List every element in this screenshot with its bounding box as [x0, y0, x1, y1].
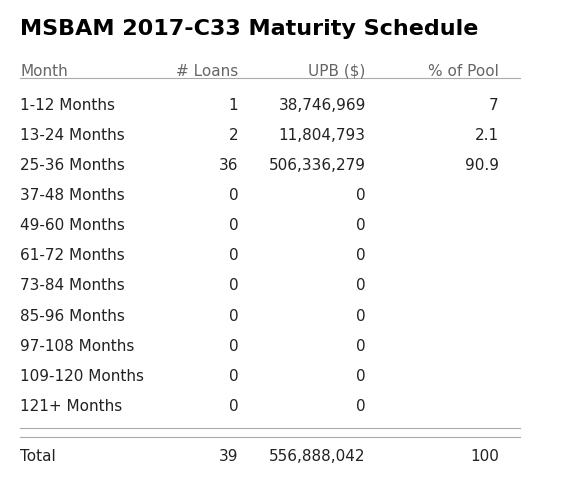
Text: 7: 7: [489, 97, 499, 112]
Text: 1-12 Months: 1-12 Months: [20, 97, 115, 112]
Text: 73-84 Months: 73-84 Months: [20, 279, 125, 294]
Text: 0: 0: [229, 339, 238, 354]
Text: 0: 0: [356, 248, 366, 263]
Text: 0: 0: [229, 218, 238, 233]
Text: 2.1: 2.1: [475, 128, 499, 143]
Text: 25-36 Months: 25-36 Months: [20, 158, 125, 173]
Text: 556,888,042: 556,888,042: [269, 450, 366, 464]
Text: MSBAM 2017-C33 Maturity Schedule: MSBAM 2017-C33 Maturity Schedule: [20, 19, 478, 38]
Text: 13-24 Months: 13-24 Months: [20, 128, 125, 143]
Text: 121+ Months: 121+ Months: [20, 399, 123, 414]
Text: UPB ($): UPB ($): [308, 64, 366, 79]
Text: 36: 36: [219, 158, 238, 173]
Text: % of Pool: % of Pool: [428, 64, 499, 79]
Text: 0: 0: [356, 188, 366, 203]
Text: 0: 0: [229, 399, 238, 414]
Text: 0: 0: [229, 309, 238, 323]
Text: Month: Month: [20, 64, 68, 79]
Text: 1: 1: [229, 97, 238, 112]
Text: 506,336,279: 506,336,279: [269, 158, 366, 173]
Text: 0: 0: [356, 218, 366, 233]
Text: 0: 0: [356, 399, 366, 414]
Text: 0: 0: [356, 369, 366, 384]
Text: 0: 0: [229, 369, 238, 384]
Text: Total: Total: [20, 450, 56, 464]
Text: 85-96 Months: 85-96 Months: [20, 309, 125, 323]
Text: 0: 0: [229, 279, 238, 294]
Text: 2: 2: [229, 128, 238, 143]
Text: 97-108 Months: 97-108 Months: [20, 339, 135, 354]
Text: 11,804,793: 11,804,793: [279, 128, 366, 143]
Text: 0: 0: [229, 248, 238, 263]
Text: 0: 0: [356, 309, 366, 323]
Text: 39: 39: [219, 450, 238, 464]
Text: 0: 0: [356, 339, 366, 354]
Text: 49-60 Months: 49-60 Months: [20, 218, 125, 233]
Text: 109-120 Months: 109-120 Months: [20, 369, 144, 384]
Text: 37-48 Months: 37-48 Months: [20, 188, 125, 203]
Text: # Loans: # Loans: [176, 64, 238, 79]
Text: 61-72 Months: 61-72 Months: [20, 248, 125, 263]
Text: 0: 0: [356, 279, 366, 294]
Text: 38,746,969: 38,746,969: [278, 97, 366, 112]
Text: 0: 0: [229, 188, 238, 203]
Text: 90.9: 90.9: [465, 158, 499, 173]
Text: 100: 100: [470, 450, 499, 464]
